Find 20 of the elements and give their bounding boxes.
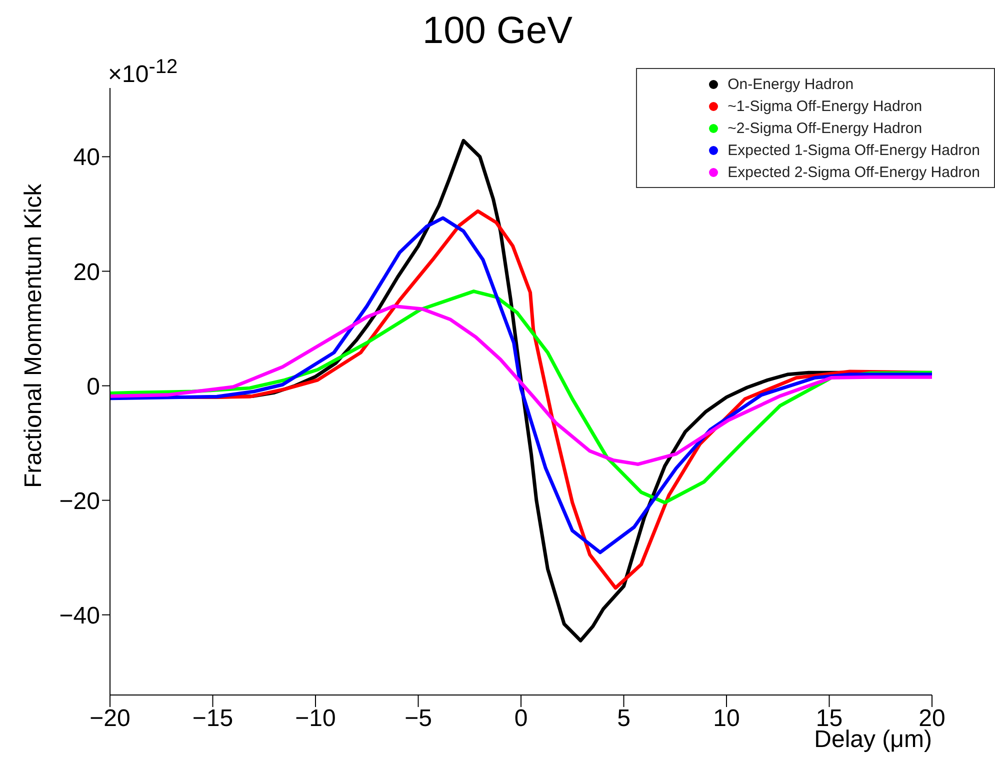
x-tick-label: 5: [617, 705, 630, 732]
legend-label: On-Energy Hadron: [728, 76, 854, 92]
x-tick-label: 10: [713, 705, 740, 732]
line-series: [110, 304, 932, 466]
x-tick-label: 0: [514, 705, 528, 732]
annotation: ×10$^{-12}$: [108, 56, 178, 89]
y-tick-label: −20: [59, 488, 100, 515]
y-axis-title: Fractional Mommentum Kick: [20, 184, 48, 488]
x-tick-label: −5: [404, 705, 432, 732]
y-tick-label: 0: [86, 373, 100, 400]
chart-title: 100 GeV: [422, 10, 574, 53]
legend-label: ~1-Sigma Off-Energy Hadron: [728, 98, 922, 114]
legend-label: Expected 1-Sigma Off-Energy Hadron: [728, 142, 980, 158]
legend-label: ~2-Sigma Off-Energy Hadron: [728, 120, 922, 136]
x-tick-label: −15: [192, 705, 234, 732]
x-tick-label: −10: [295, 705, 336, 732]
y-tick-label: 40: [73, 144, 100, 172]
legend-label: Expected 2-Sigma Off-Energy Hadron: [728, 164, 980, 180]
y-tick-label: 20: [73, 258, 100, 286]
y-tick-label: −40: [59, 602, 100, 630]
